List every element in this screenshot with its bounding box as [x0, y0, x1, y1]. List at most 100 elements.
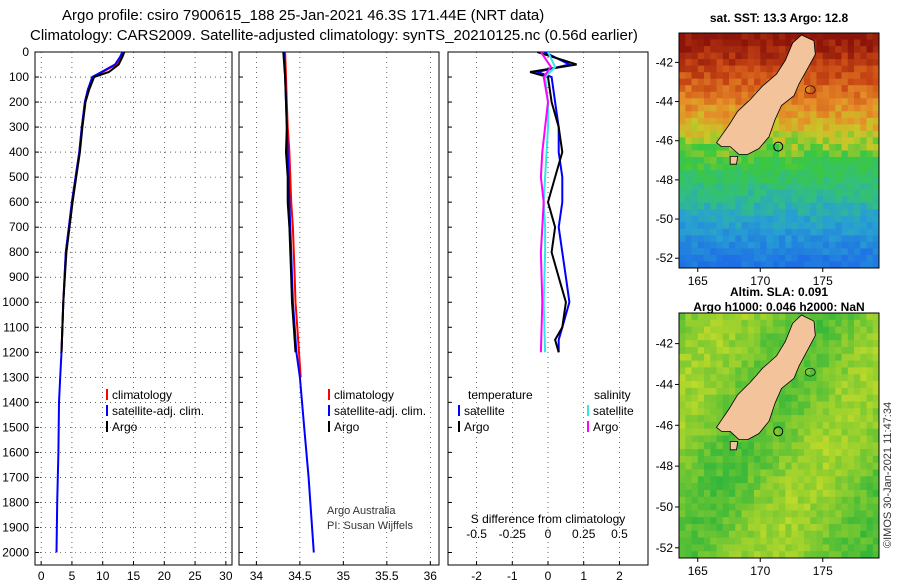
map-cell — [835, 176, 843, 184]
map-cell — [741, 78, 749, 86]
map-cell — [829, 137, 836, 145]
map-cell — [810, 496, 818, 505]
map-cell — [847, 408, 855, 416]
map-cell — [735, 176, 743, 184]
map-cell — [710, 72, 718, 80]
map-cell — [735, 449, 743, 457]
map-cell — [841, 189, 849, 197]
map-cell — [835, 347, 843, 355]
map-cell — [835, 313, 843, 321]
map-cell — [791, 91, 799, 99]
map-cell — [729, 517, 736, 525]
map-cell — [822, 176, 830, 184]
map-cell — [766, 52, 774, 60]
map-cell — [722, 163, 730, 171]
map-cell — [772, 163, 780, 171]
map-cell — [735, 333, 743, 341]
map-cell — [760, 503, 768, 511]
map-cell — [791, 517, 799, 525]
map-cell — [741, 215, 749, 223]
map-cell — [860, 319, 868, 328]
map-cell — [785, 442, 793, 450]
y-tick-label: 100 — [9, 70, 29, 84]
map-cell — [872, 367, 879, 375]
map-cell — [829, 415, 836, 423]
map-cell — [791, 537, 799, 545]
map-cell — [841, 551, 849, 558]
map-cell — [704, 202, 711, 210]
map-cell — [747, 33, 755, 41]
map-cell — [872, 117, 879, 125]
map-cell — [772, 421, 780, 430]
map-cell — [860, 59, 868, 67]
map-cell — [860, 130, 868, 138]
map-cell — [810, 510, 818, 518]
map-sst-frame — [678, 32, 880, 269]
map-cell — [766, 183, 774, 191]
map-cell — [866, 78, 874, 86]
map-cell — [691, 353, 699, 362]
map-cell — [835, 517, 843, 525]
map-cell — [860, 111, 868, 119]
map-cell — [866, 72, 874, 80]
map-cell — [685, 254, 693, 262]
map-cell — [722, 428, 730, 437]
map-cell — [822, 163, 830, 171]
map-cell — [854, 367, 861, 375]
difference-series — [529, 52, 577, 353]
map-cell — [760, 517, 768, 525]
map-cell — [872, 150, 879, 158]
map-cell — [791, 401, 799, 409]
map-cell — [835, 39, 843, 47]
map-cell — [685, 72, 693, 80]
y-tick-label: 800 — [9, 245, 29, 259]
map-cell — [710, 33, 718, 41]
map-cell — [804, 367, 811, 375]
map-cell — [760, 449, 768, 457]
map-cell — [704, 524, 711, 532]
map-cell — [810, 59, 818, 67]
map-cell — [779, 46, 786, 54]
map-cell — [797, 98, 805, 106]
map-cell — [710, 176, 718, 184]
map-cell — [810, 374, 818, 382]
map-cell — [716, 85, 724, 93]
map-cell — [822, 496, 830, 505]
map-cell — [704, 381, 711, 389]
map-cell — [710, 248, 718, 256]
map-cell — [785, 98, 793, 106]
map-cell — [822, 72, 830, 80]
map-cell — [722, 33, 730, 41]
map-cell — [697, 163, 705, 171]
map-cell — [697, 189, 705, 197]
map-cell — [691, 111, 699, 119]
map-cell — [710, 421, 718, 430]
map-cell — [747, 39, 755, 47]
map-cell — [816, 387, 824, 396]
map-cell — [772, 33, 780, 41]
map-cell — [872, 326, 879, 334]
map-cell — [735, 374, 743, 382]
map-cell — [691, 85, 699, 93]
map-cell — [747, 326, 755, 334]
map-cell — [804, 462, 811, 471]
map-cell — [710, 183, 718, 191]
map-cell — [785, 196, 793, 204]
map-cell — [872, 360, 879, 368]
map-x-tick-label: 170 — [750, 274, 770, 288]
map-cell — [854, 449, 861, 457]
map-cell — [760, 347, 768, 355]
map-cell — [872, 313, 879, 321]
map-cell — [860, 401, 868, 409]
map-cell — [704, 137, 711, 145]
map-cell — [866, 333, 874, 341]
map-cell — [841, 442, 849, 450]
map-cell — [760, 144, 768, 152]
map-cell — [716, 98, 724, 106]
map-cell — [822, 476, 830, 484]
map-cell — [741, 326, 749, 334]
map-cell — [722, 517, 730, 525]
map-cell — [710, 415, 718, 423]
map-cell — [829, 33, 836, 41]
y-tick-label: 1700 — [2, 470, 29, 484]
